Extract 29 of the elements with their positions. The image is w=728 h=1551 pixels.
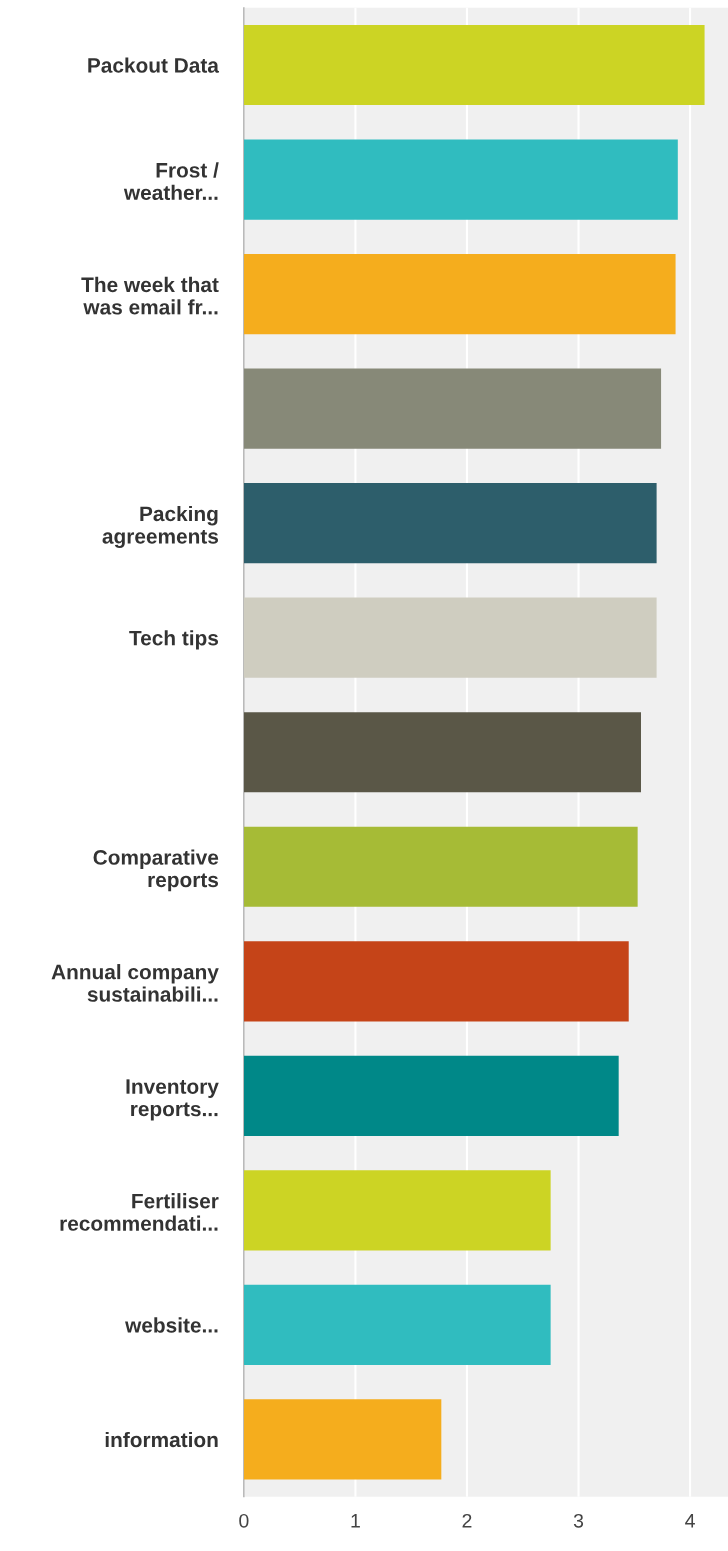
y-tick-label: Tech tips: [129, 630, 219, 650]
bar: [243, 826, 638, 907]
bar: [243, 368, 662, 449]
bar: [243, 712, 641, 793]
bar: [243, 1055, 619, 1136]
y-tick-label: Frost / weather...: [123, 162, 219, 201]
bar: [243, 139, 678, 220]
y-tick-label: Inventory reports...: [126, 1079, 219, 1121]
x-tick-label: 0: [239, 1513, 249, 1528]
bar: [243, 1399, 442, 1480]
bar: [243, 483, 657, 564]
bar: [243, 24, 705, 106]
y-tick-label: Fertiliser recommendati...: [60, 1193, 219, 1231]
bar: [243, 1170, 551, 1251]
y-tick-label: Comparative reports: [93, 849, 219, 892]
x-tick-label: 1: [351, 1514, 360, 1528]
y-tick-label: Packout Data: [88, 57, 220, 73]
y-tick-label: information: [105, 1431, 218, 1448]
bar: [243, 941, 629, 1022]
bar: [243, 597, 657, 678]
x-tick-label: 3: [573, 1513, 584, 1528]
x-tick-label: 4: [685, 1514, 695, 1528]
y-tick-label: The week that was email fr...: [81, 276, 219, 315]
bar: [243, 254, 676, 335]
y-tick-label: Packing agreements: [102, 505, 219, 548]
x-tick-label: 2: [462, 1513, 472, 1528]
bar: [243, 1284, 551, 1365]
y-tick-label: Annual company sustainabili...: [51, 964, 219, 1002]
y-tick-label: website...: [125, 1317, 218, 1333]
